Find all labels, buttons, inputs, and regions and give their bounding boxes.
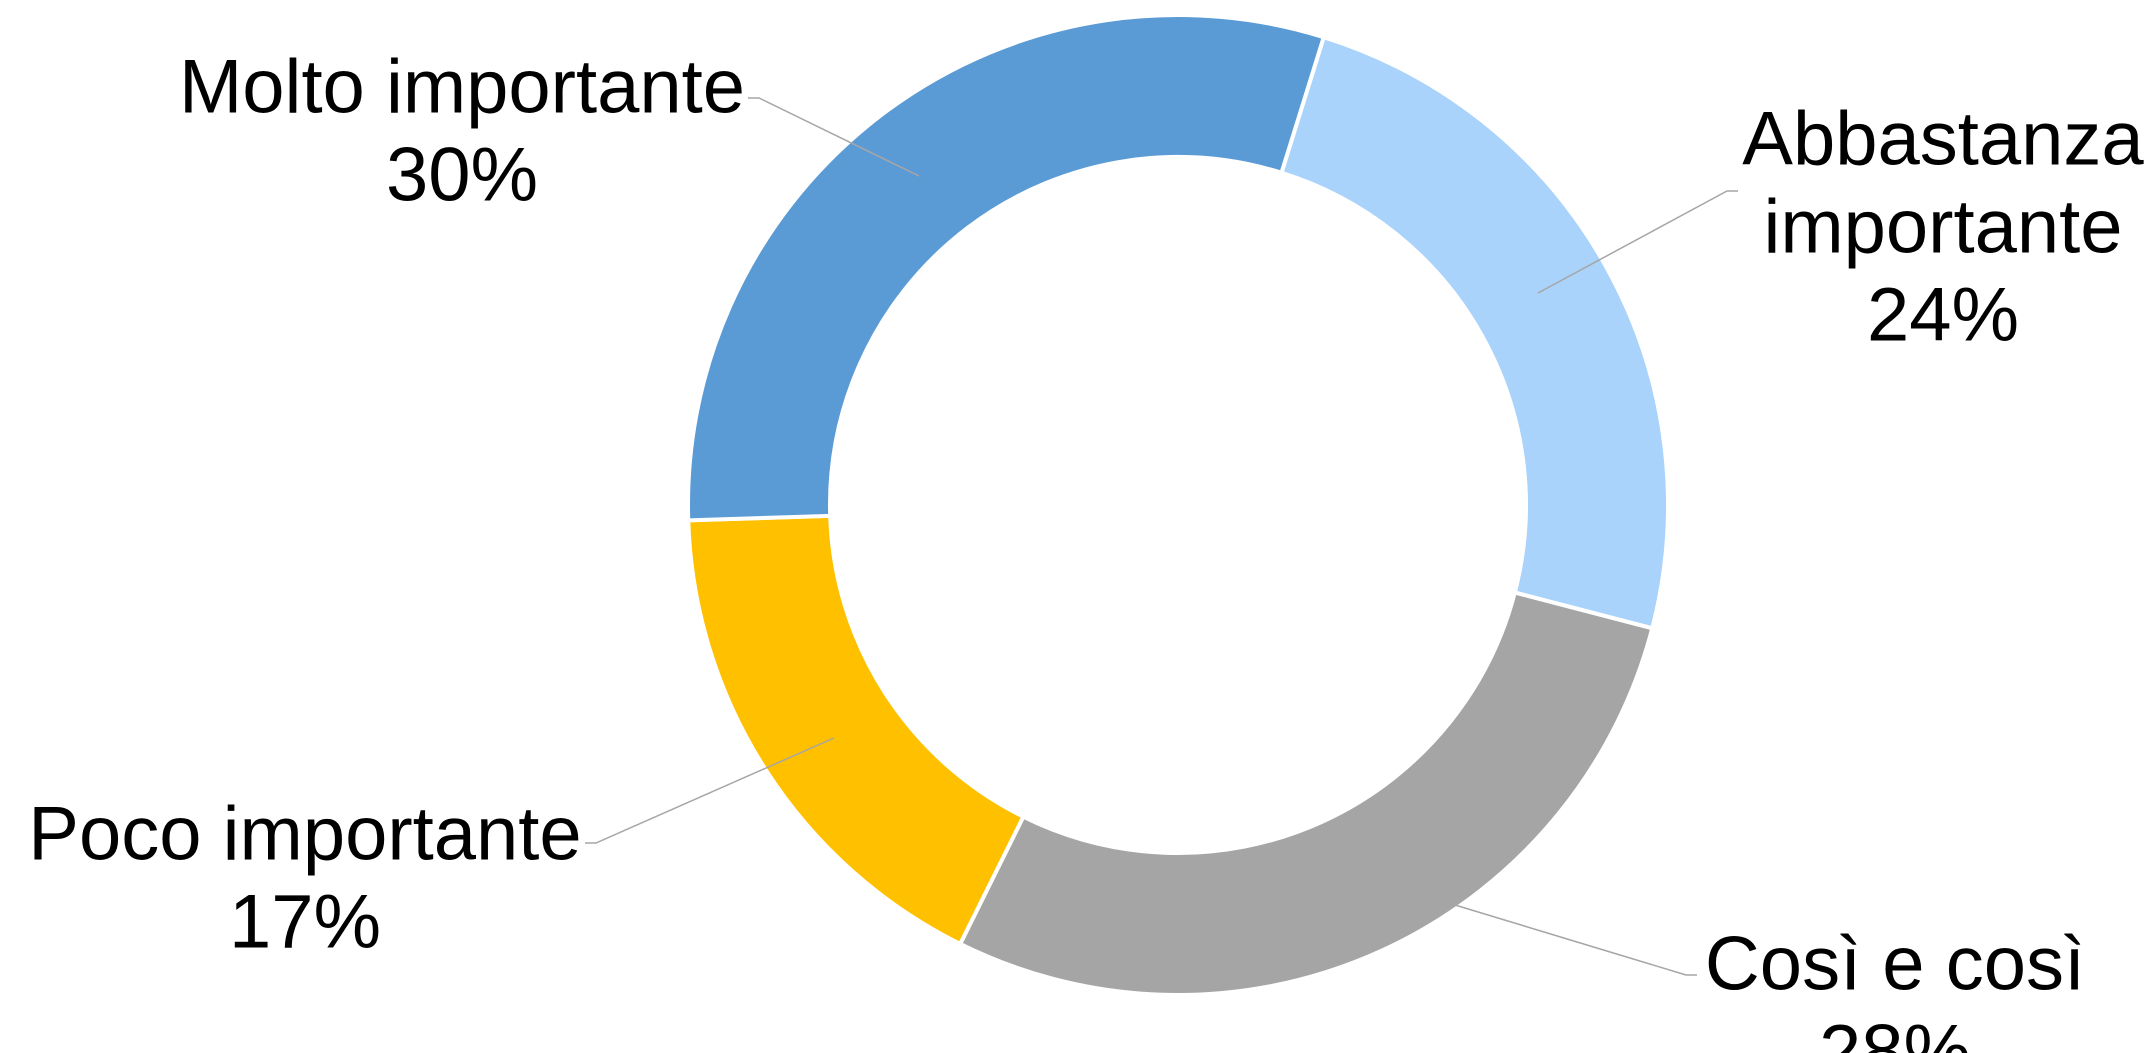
data-label-percent-1: 24% — [1867, 272, 2019, 357]
data-label-percent-3: 17% — [229, 879, 381, 964]
leader-lines — [585, 97, 1738, 976]
leader-line-3 — [585, 737, 835, 844]
data-label-category-2: Così e così — [1705, 921, 2085, 1006]
donut-slice-1 — [1278, 34, 1670, 631]
leader-line-4 — [748, 97, 920, 177]
data-label-category-1: importante — [1763, 184, 2122, 269]
donut-slice-2 — [957, 590, 1655, 997]
donut-slice-3 — [686, 513, 1027, 947]
data-label-category-1: Abbastanza — [1742, 96, 2144, 181]
data-label-percent-2: 28% — [1819, 1009, 1971, 1053]
data-label-percent-4: 30% — [386, 132, 538, 217]
data-label-category-4: Molto importante — [179, 44, 745, 129]
leader-line-1 — [1537, 190, 1738, 294]
data-label-category-3: Poco importante — [28, 791, 581, 876]
donut-slice-4 — [686, 13, 1327, 523]
donut-slices — [686, 13, 1670, 997]
leader-line-2 — [1454, 904, 1697, 976]
